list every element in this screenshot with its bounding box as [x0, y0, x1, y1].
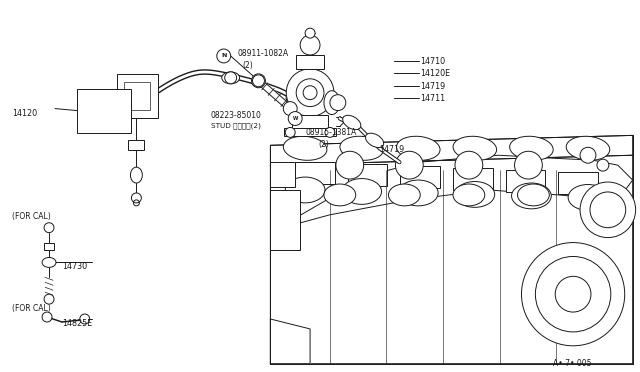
Circle shape	[42, 312, 52, 322]
Ellipse shape	[388, 184, 420, 206]
Ellipse shape	[399, 180, 438, 206]
Ellipse shape	[324, 91, 340, 115]
Polygon shape	[270, 135, 633, 165]
Text: 14825E: 14825E	[62, 319, 92, 328]
Circle shape	[285, 128, 295, 137]
Ellipse shape	[511, 183, 551, 209]
Circle shape	[330, 95, 346, 110]
Ellipse shape	[340, 136, 383, 160]
Text: 14120E: 14120E	[420, 69, 451, 78]
Bar	[116, 74, 158, 118]
Circle shape	[44, 223, 54, 232]
Text: (2): (2)	[243, 61, 253, 70]
Text: 08911-1082A: 08911-1082A	[237, 49, 289, 58]
Ellipse shape	[453, 184, 484, 206]
Bar	[124, 82, 150, 110]
Ellipse shape	[284, 136, 327, 160]
Ellipse shape	[221, 72, 239, 84]
Bar	[284, 128, 336, 137]
Circle shape	[44, 294, 54, 304]
Bar	[401, 166, 440, 188]
Circle shape	[303, 86, 317, 100]
Circle shape	[305, 28, 315, 38]
Bar	[453, 168, 493, 190]
Ellipse shape	[131, 167, 142, 183]
Circle shape	[253, 75, 264, 87]
Text: 14730: 14730	[62, 262, 87, 272]
Circle shape	[580, 182, 636, 238]
Text: 08223-85010: 08223-85010	[211, 110, 262, 119]
Bar	[296, 55, 324, 69]
Circle shape	[515, 151, 542, 179]
Ellipse shape	[453, 136, 497, 160]
Ellipse shape	[397, 136, 440, 160]
Bar	[558, 172, 598, 194]
Text: W: W	[292, 116, 298, 121]
Text: (FOR CAL): (FOR CAL)	[12, 212, 51, 221]
Circle shape	[300, 35, 320, 55]
Circle shape	[288, 112, 302, 125]
Text: 14120: 14120	[12, 109, 37, 118]
Circle shape	[131, 193, 141, 203]
Circle shape	[590, 192, 626, 228]
Circle shape	[286, 69, 334, 116]
Bar	[129, 140, 145, 150]
Circle shape	[536, 256, 611, 332]
Text: 14711: 14711	[420, 94, 445, 103]
Circle shape	[336, 151, 364, 179]
Text: STUD スタッド(2): STUD スタッド(2)	[211, 122, 260, 129]
Text: (2): (2)	[318, 140, 329, 149]
Polygon shape	[257, 78, 292, 111]
Bar	[44, 243, 54, 250]
Ellipse shape	[518, 184, 549, 206]
Text: 14719: 14719	[380, 145, 405, 154]
Circle shape	[455, 151, 483, 179]
Ellipse shape	[342, 115, 361, 129]
Text: N: N	[221, 54, 227, 58]
Text: (FOR CAL): (FOR CAL)	[12, 304, 51, 313]
Ellipse shape	[568, 185, 608, 210]
Text: 14710: 14710	[420, 57, 445, 66]
Circle shape	[80, 314, 90, 324]
Circle shape	[522, 243, 625, 346]
Bar	[77, 89, 131, 134]
Bar	[295, 162, 335, 184]
Text: 08915-1381A: 08915-1381A	[305, 128, 356, 137]
Circle shape	[296, 79, 324, 107]
Bar	[506, 170, 545, 192]
Polygon shape	[275, 155, 633, 230]
Ellipse shape	[566, 136, 610, 160]
Circle shape	[396, 151, 423, 179]
Circle shape	[225, 72, 237, 84]
Bar	[270, 190, 300, 250]
Ellipse shape	[455, 182, 495, 207]
Bar	[270, 162, 295, 187]
Ellipse shape	[285, 177, 325, 203]
Circle shape	[597, 159, 609, 171]
Ellipse shape	[365, 133, 384, 148]
Bar	[292, 115, 328, 132]
Text: 14719: 14719	[420, 82, 445, 91]
Circle shape	[580, 147, 596, 163]
Polygon shape	[270, 155, 633, 364]
Ellipse shape	[324, 184, 356, 206]
Ellipse shape	[509, 136, 553, 160]
Ellipse shape	[42, 257, 56, 267]
Circle shape	[325, 128, 335, 137]
Ellipse shape	[342, 179, 381, 204]
Circle shape	[252, 74, 266, 88]
Polygon shape	[270, 319, 310, 364]
Circle shape	[217, 49, 230, 63]
Bar	[348, 164, 387, 186]
Circle shape	[284, 102, 297, 116]
Circle shape	[556, 276, 591, 312]
Text: A• 7• 005: A• 7• 005	[553, 359, 592, 368]
